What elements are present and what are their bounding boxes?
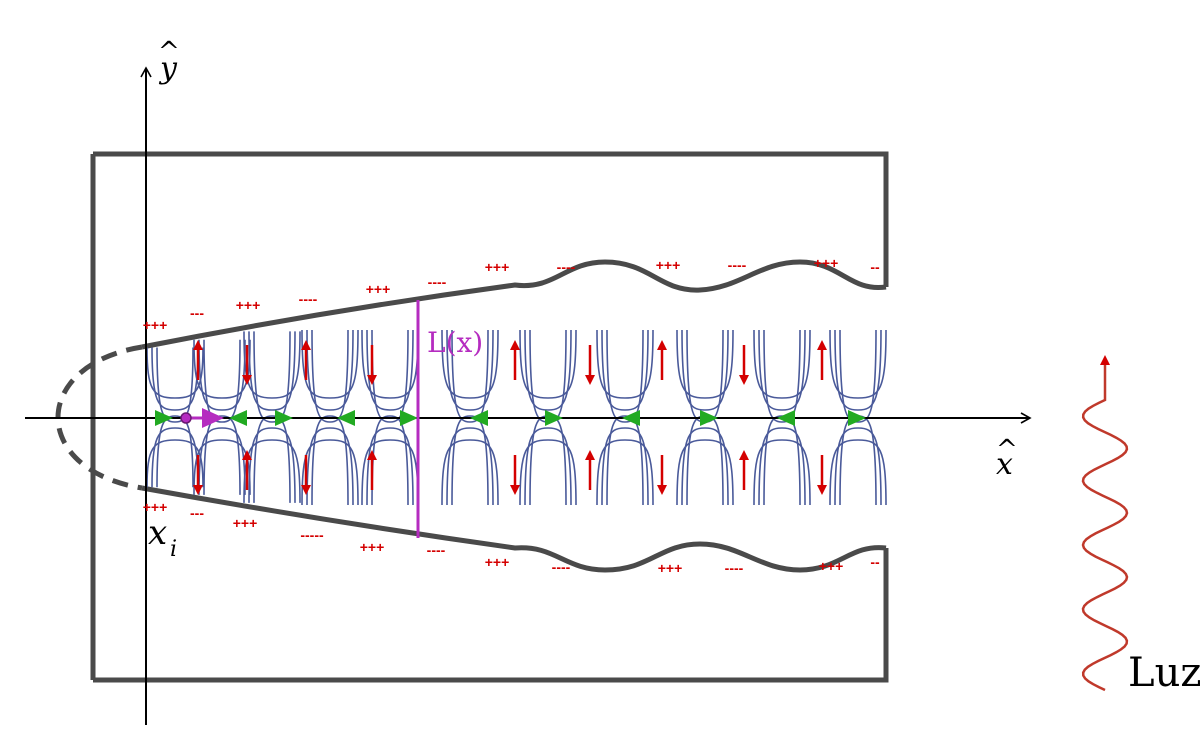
flow-arrow: [400, 410, 418, 426]
outer-wall-top: [93, 151, 889, 287]
length-label: L(x): [427, 326, 483, 359]
flow-arrow: [700, 410, 718, 426]
flow-arrow: [470, 410, 488, 426]
charge-label-top: ----: [728, 257, 747, 273]
flow-arrow: [545, 410, 563, 426]
flow-arrows: [155, 410, 866, 426]
charge-label-bottom: +++: [819, 558, 844, 574]
channel-wall-bottom: [141, 485, 887, 573]
surface-charges-top: +++ --- +++ ---- +++ ---- +++ ---- +++ ---- +++ --: [143, 255, 880, 333]
charge-label-top: +++: [485, 259, 510, 275]
particle-marker: [180, 408, 224, 428]
charge-label-bottom: +++: [658, 560, 683, 576]
charge-label-top: +++: [656, 257, 681, 273]
charge-label-bottom: -----: [300, 527, 324, 543]
charge-label-bottom: ---: [190, 505, 204, 521]
charge-label-top: +++: [814, 255, 839, 271]
flow-arrow: [155, 410, 173, 426]
channel-wall-top: [141, 259, 887, 350]
flow-arrow: [777, 410, 795, 426]
flow-arrow: [337, 410, 355, 426]
flow-arrow: [275, 410, 293, 426]
charge-label-top: ----: [299, 291, 318, 307]
field-cell: [519, 329, 577, 506]
charge-label-bottom: +++: [143, 499, 168, 515]
y-axis-hat: ^: [158, 37, 180, 67]
charge-label-top: +++: [366, 281, 391, 297]
field-direction-arrows: [193, 340, 827, 495]
charge-label-bottom: --: [870, 554, 880, 570]
flow-arrow: [848, 410, 866, 426]
charge-label-bottom: +++: [233, 515, 258, 531]
field-cell: [441, 329, 499, 506]
flow-arrow: [622, 410, 640, 426]
charge-label-top: ----: [428, 274, 447, 290]
field-cell: [243, 331, 301, 503]
surface-charges-bottom: +++ --- +++ ----- +++ ---- +++ ---- +++ ---- +++ --: [143, 499, 880, 576]
charge-label-bottom: ----: [427, 542, 446, 558]
light-label: Luz: [1128, 650, 1200, 696]
x-axis-hat: ^: [996, 435, 1018, 465]
field-cell: [596, 329, 654, 506]
field-cell: [753, 329, 811, 506]
charge-label-bottom: +++: [485, 554, 510, 570]
field-cell: [301, 329, 359, 506]
charge-label-bottom: ----: [552, 559, 571, 575]
field-cell: [146, 347, 204, 488]
charge-label-top: +++: [236, 297, 261, 313]
charge-label-bottom: +++: [360, 539, 385, 555]
xi-label: x: [148, 513, 167, 553]
flow-arrow: [229, 410, 247, 426]
outer-wall-bottom: [93, 548, 889, 683]
xi-subscript: i: [170, 537, 177, 562]
x-axis-label: x: [996, 447, 1013, 482]
charge-label-top: ---: [190, 305, 204, 321]
charge-label-bottom: ----: [725, 560, 744, 576]
light-wave: [1081, 355, 1129, 692]
charge-label-top: --: [870, 259, 880, 275]
charge-label-top: +++: [143, 317, 168, 333]
y-axis-label: y: [158, 51, 178, 86]
charge-label-top: ----: [557, 259, 576, 275]
